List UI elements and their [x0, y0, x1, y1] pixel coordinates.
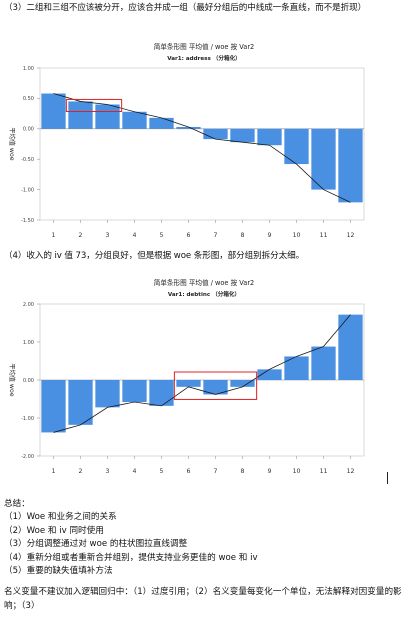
y-tick-label: 0.00 [23, 378, 34, 384]
y-tick-label: -1.50 [21, 218, 34, 224]
summary-item-5: （5）重要的缺失值填补方法 [4, 566, 113, 577]
x-tick-label: 3 [106, 468, 110, 475]
x-tick-label: 11 [320, 468, 328, 475]
highlight-box [173, 371, 258, 400]
x-tick-label: 1 [52, 232, 56, 239]
y-tick-label: -0.50 [21, 157, 34, 163]
x-tick-label: 6 [187, 468, 191, 475]
chart-title: 简单条形图 平均值 / woe 按 Var2 [154, 278, 254, 287]
income-note-paragraph: （4）收入的 iv 值 73，分组良好，但是根据 woe 条形图，部分组别拆分太… [4, 251, 305, 261]
bar [257, 128, 282, 146]
bar [230, 128, 255, 143]
y-tick-label: -1.00 [21, 416, 34, 422]
plot-frame [39, 67, 365, 221]
summary-closing: 名义变量不建议加入逻辑回归中：（1）过度引用；（2）名义变量每变化一个单位，无法… [4, 587, 402, 611]
bar [257, 369, 282, 380]
x-tick-label: 11 [320, 232, 328, 239]
x-tick-label: 5 [160, 468, 164, 475]
bar [122, 111, 147, 129]
bar [122, 380, 147, 403]
bar [284, 356, 309, 380]
x-tick-label: 9 [268, 232, 272, 239]
bar [95, 380, 120, 408]
address-woe-chart-svg: 简单条形图 平均值 / woe 按 Var2 Var1: address （分箱化… [8, 42, 365, 239]
summary-item-4: （4）重新分组或者重新合并组别，提供支持业务更佳的 woe 和 iv [4, 552, 258, 563]
x-tick-label: 10 [293, 232, 301, 239]
y-tick-label: -2.00 [21, 454, 34, 460]
summary-item-2: （2）Woe 和 iv 同时使用 [4, 525, 104, 536]
bar [203, 128, 228, 140]
address-woe-chart: 简单条形图 平均值 / woe 按 Var2 Var1: address （分箱化… [0, 38, 408, 248]
bar [176, 126, 201, 129]
x-tick-label: 2 [79, 232, 83, 239]
y-tick-label: 2.00 [23, 302, 34, 308]
chart-subtitle: Var1: debtinc （分箱化） [168, 290, 240, 298]
x-tick-label: 5 [160, 232, 164, 239]
debtinc-woe-chart: 简单条形图 平均值 / woe 按 Var2 Var1: debtinc （分箱化… [0, 274, 408, 484]
x-tick-label: 10 [293, 468, 301, 475]
bar [203, 380, 228, 395]
bar [311, 128, 336, 190]
summary-section: 总结： （1）Woe 和业务之间的关系 （2）Woe 和 iv 同时使用 （3）… [4, 498, 404, 613]
bar [230, 380, 255, 387]
chart-title: 简单条形图 平均值 / woe 按 Var2 [154, 42, 254, 51]
x-tick-label: 3 [106, 232, 110, 239]
y-axis-label: 平均值 woe [8, 363, 16, 396]
y-axis-label: 平均值 woe [8, 127, 16, 160]
woe-trend-line [53, 93, 351, 203]
x-tick-label: 4 [133, 232, 137, 239]
chart-subtitle: Var1: address （分箱化） [167, 54, 241, 62]
x-tick-label: 2 [79, 468, 83, 475]
bar [176, 380, 201, 387]
debtinc-woe-chart-svg: 简单条形图 平均值 / woe 按 Var2 Var1: debtinc （分箱化… [8, 278, 365, 475]
summary-heading: 总结： [4, 499, 30, 509]
x-tick-label: 1 [52, 468, 56, 475]
intro-paragraph: （3）二组和三组不应该被分开，应该合并成一组（最好分组后的中线成一条直线，而不是… [4, 3, 367, 13]
bar [95, 104, 120, 129]
x-tick-label: 6 [187, 232, 191, 239]
bar [338, 128, 363, 203]
x-tick-label: 8 [241, 232, 245, 239]
woe-trend-line [53, 314, 351, 433]
bar [338, 314, 363, 380]
bar [41, 93, 66, 129]
y-tick-label: 1.00 [23, 66, 34, 72]
y-tick-label: 0.00 [23, 127, 34, 133]
text-cursor [387, 472, 388, 484]
x-tick-label: 4 [133, 468, 137, 475]
y-tick-label: 1.00 [23, 340, 34, 346]
bar [41, 380, 66, 433]
bar [68, 101, 93, 129]
y-tick-label: 0.50 [23, 96, 34, 102]
summary-item-1: （1）Woe 和业务之间的关系 [4, 512, 117, 523]
x-tick-label: 9 [268, 468, 272, 475]
highlight-box [65, 98, 123, 112]
bar [149, 117, 174, 129]
x-tick-label: 7 [214, 468, 218, 475]
summary-item-3: （3）分组调整通过对 woe 的柱状图拉直线调整 [4, 539, 188, 550]
bar [284, 128, 309, 165]
x-tick-label: 12 [347, 232, 355, 239]
bar [311, 346, 336, 380]
x-tick-label: 12 [347, 468, 355, 475]
bar [68, 380, 93, 425]
bar [149, 380, 174, 406]
x-tick-label: 7 [214, 232, 218, 239]
x-tick-label: 8 [241, 468, 245, 475]
y-tick-label: -1.00 [21, 187, 34, 193]
